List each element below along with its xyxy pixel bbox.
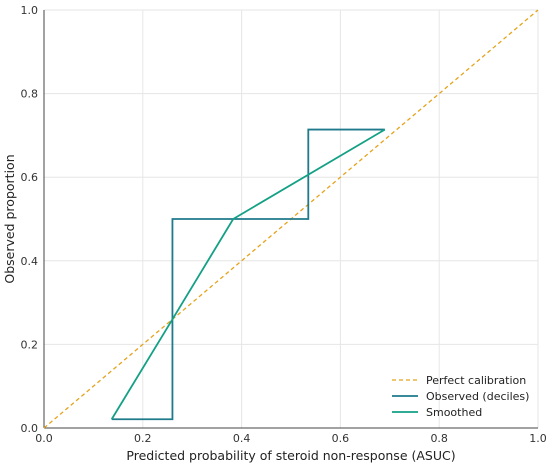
y-axis-label: Observed proportion — [2, 154, 17, 283]
legend: Perfect calibration Observed (deciles) Smo… — [392, 374, 529, 419]
legend-label-smoothed: Smoothed — [426, 406, 482, 419]
series-layer — [43, 9, 539, 429]
series-line-observed-deciles — [111, 128, 385, 421]
x-tick-label: 0.6 — [332, 432, 350, 445]
y-tick-label: 1.0 — [21, 4, 39, 17]
x-tick-label: 0.0 — [35, 432, 53, 445]
x-tick-label: 1.0 — [529, 432, 547, 445]
x-axis-label: Predicted probability of steroid non-res… — [126, 448, 455, 463]
y-tick-label: 0.6 — [21, 171, 39, 184]
y-tick-label: 0.4 — [21, 255, 39, 268]
axes — [43, 10, 538, 429]
legend-label-observed-deciles: Observed (deciles) — [426, 390, 529, 403]
y-tick-label: 0.0 — [21, 422, 39, 435]
ticks: 0.0 0.2 0.4 0.6 0.8 1.0 0.0 0.2 0.4 0.6 0.8 1.0 — [21, 4, 547, 445]
x-tick-label: 0.8 — [430, 432, 448, 445]
x-tick-label: 0.2 — [134, 432, 152, 445]
legend-label-perfect-calibration: Perfect calibration — [426, 374, 526, 387]
x-tick-label: 0.4 — [233, 432, 251, 445]
series-line-smoothed — [110, 128, 386, 420]
y-tick-label: 0.8 — [21, 88, 39, 101]
y-tick-label: 0.2 — [21, 338, 39, 351]
